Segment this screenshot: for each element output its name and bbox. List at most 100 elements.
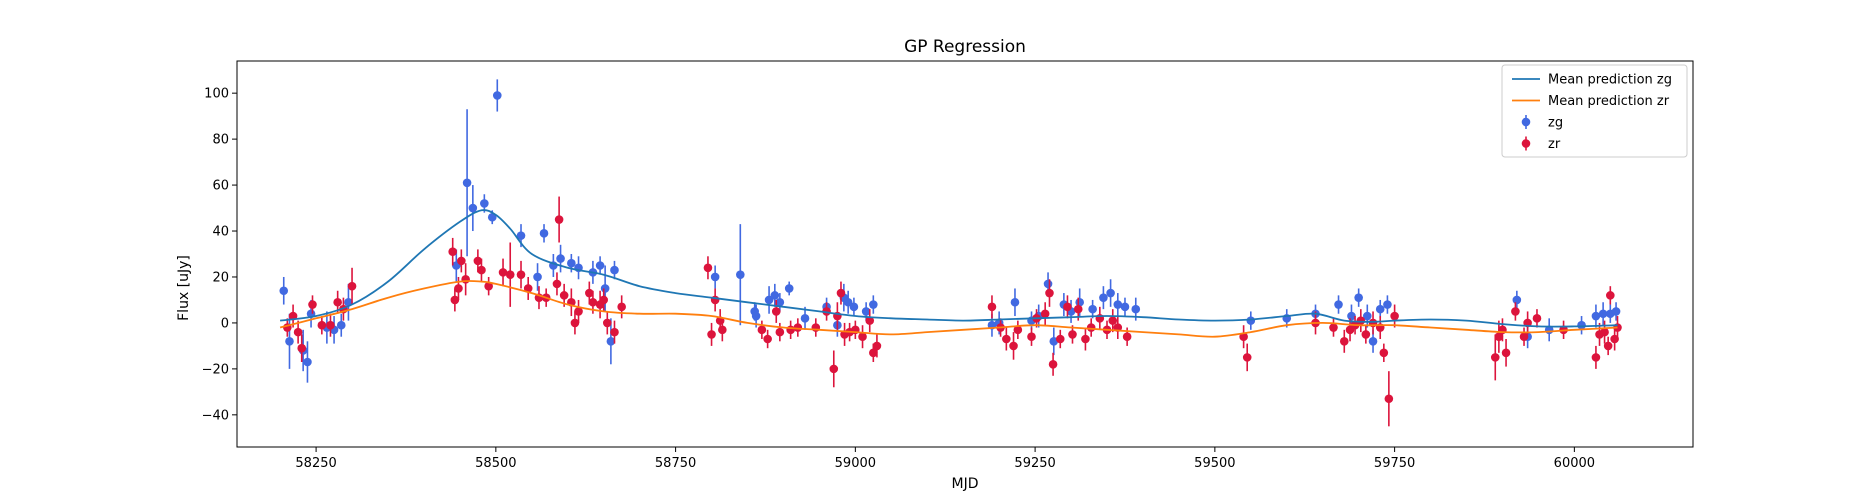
x-tick-label: 59750 [1374, 456, 1415, 471]
zr-point [1511, 307, 1520, 316]
zg-point [1362, 311, 1372, 321]
zr-point [1063, 302, 1072, 312]
zg-point [1113, 300, 1123, 309]
zg-point [1598, 309, 1608, 319]
y-tick-label: −40 [202, 408, 229, 423]
x-axis-label: MJD [952, 476, 979, 492]
zr-point [333, 297, 342, 307]
zg-point [1106, 288, 1115, 298]
zr-point [585, 288, 594, 298]
zg-point [751, 311, 761, 321]
zg-point [516, 231, 526, 240]
zr-point [308, 300, 317, 309]
zg-point [861, 307, 871, 316]
zg-point [1334, 300, 1343, 309]
zr-point [771, 307, 781, 316]
zg-point [1120, 302, 1130, 312]
zg-point [610, 265, 619, 275]
zg-point [492, 91, 502, 100]
x-tick-label: 60000 [1554, 456, 1595, 471]
zr-point [554, 215, 564, 224]
zg-point [462, 178, 472, 188]
legend-label: Mean prediction zr [1548, 94, 1670, 109]
zr-point [1390, 311, 1399, 321]
zr-point [1073, 304, 1083, 314]
zr-point [610, 327, 619, 337]
zr-point [574, 307, 583, 316]
zr-point [473, 256, 483, 266]
zg-point [1049, 337, 1059, 346]
zr-point [570, 318, 580, 328]
zg-point [480, 199, 489, 208]
zg-point [303, 357, 312, 367]
zr-point [1002, 334, 1011, 344]
legend-swatch-point [1521, 139, 1531, 148]
zg-point [468, 203, 478, 213]
zr-point [498, 268, 508, 277]
zg-point [1043, 279, 1053, 289]
zr-point [1379, 348, 1389, 358]
zg-point [1131, 304, 1141, 314]
y-tick-label: 0 [221, 316, 229, 331]
zr-point [599, 295, 608, 305]
zg-point [533, 272, 542, 282]
zr-point [617, 302, 626, 312]
zg-point [1375, 304, 1385, 314]
zr-point [505, 270, 515, 279]
legend-box [1501, 64, 1688, 158]
zr-point [1519, 332, 1529, 342]
zg-point [279, 286, 289, 296]
zr-point [763, 334, 772, 344]
y-axis: −40 −20 0 20 40 60 80 100 [202, 87, 237, 423]
zg-point [770, 291, 780, 300]
zr-point [1494, 332, 1504, 342]
legend-label: zg [1548, 116, 1563, 131]
zg-point [784, 284, 794, 293]
series-zg [279, 79, 1621, 383]
zr-point [829, 364, 839, 374]
zr-point [326, 320, 335, 330]
zr-point [1027, 332, 1036, 342]
zg-point [1088, 304, 1097, 314]
y-tick-label: 100 [204, 87, 229, 102]
legend-label: Mean prediction zg [1548, 73, 1672, 88]
zr-point [872, 341, 882, 351]
zg-point [1010, 297, 1020, 307]
zr-point [1048, 359, 1058, 369]
y-tick-label: 40 [212, 225, 229, 240]
zr-point [775, 327, 785, 337]
chart-title: GP Regression [904, 37, 1026, 57]
x-tick-label: 58500 [475, 456, 516, 471]
zr-point [987, 302, 997, 312]
zr-point [1242, 353, 1252, 362]
zr-point [1068, 330, 1077, 339]
zr-point [1490, 353, 1500, 362]
y-tick-label: −20 [202, 362, 229, 377]
zr-point [293, 327, 303, 337]
zr-point [559, 291, 569, 300]
line-mean-prediction-zr [279, 280, 1618, 338]
zg-point [843, 297, 853, 307]
plot-frame [236, 60, 1694, 448]
zr-point [1591, 353, 1601, 362]
zr-point [1081, 334, 1090, 344]
x-axis: 58250 58500 58750 59000 59250 59500 59750 60000 [295, 447, 1595, 471]
zr-point [347, 281, 357, 291]
zr-point [1055, 334, 1065, 344]
zg-point [1383, 300, 1392, 309]
zg-point [1591, 311, 1601, 321]
zg-point [567, 258, 576, 268]
zg-point [539, 229, 549, 238]
zr-point [836, 288, 846, 298]
legend-swatch-point [1521, 117, 1531, 127]
zr-point [1040, 309, 1050, 319]
zg-point [1611, 307, 1621, 316]
zr-point [1361, 330, 1371, 339]
zg-point [869, 300, 878, 309]
zr-point [869, 348, 878, 358]
zr-point [1086, 323, 1096, 332]
zr-point [477, 265, 486, 275]
zr-point [703, 263, 713, 273]
zr-point [757, 325, 767, 335]
zg-point [1099, 293, 1108, 302]
